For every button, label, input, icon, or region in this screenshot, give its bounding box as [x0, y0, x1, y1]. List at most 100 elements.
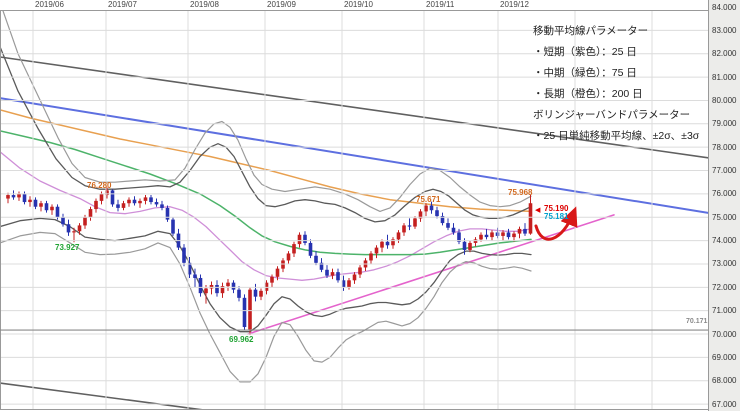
candle-up — [94, 200, 98, 210]
x-axis-label: 2019/10 — [344, 0, 373, 9]
overlay-bb_lower2 — [0, 217, 532, 333]
candle-up — [275, 268, 280, 277]
y-axis-price-scale: 84.000 83.000 82.000 81.000 80.000 79.000 78.0… — [708, 0, 740, 411]
candle-up — [143, 197, 148, 201]
y-axis-label: 82.000 — [712, 49, 737, 59]
candle-down — [308, 242, 313, 256]
y-axis-label: 75.000 — [712, 212, 737, 222]
candle-down — [440, 216, 445, 224]
candle-down — [237, 289, 241, 298]
plot-area[interactable] — [0, 2, 709, 411]
price-annotation: 76.280 — [87, 181, 112, 190]
trendline-resistance-upper-gray — [0, 56, 709, 159]
candle-down — [160, 204, 164, 208]
candle-down — [484, 234, 489, 238]
candle-down — [132, 199, 137, 204]
candle-up — [204, 288, 208, 294]
candle-up — [380, 241, 384, 248]
candle-up — [220, 286, 225, 294]
candle-up — [248, 289, 252, 330]
y-axis-label: 84.000 — [712, 2, 737, 12]
y-axis-label: 83.000 — [712, 25, 737, 35]
candle-down — [231, 282, 236, 290]
price-annotation: 73.927 — [55, 243, 80, 252]
candle-down — [336, 272, 340, 281]
candle-down — [303, 234, 307, 243]
legend-line-bb-title: ボリンジャーバンドパラメーター — [533, 109, 691, 121]
candle-up — [424, 205, 428, 212]
candle-down — [182, 247, 186, 263]
candle-down — [33, 199, 38, 207]
candle-up — [418, 211, 423, 219]
candle-down — [193, 274, 197, 278]
legend-line-bb-detail: ・25 日単純移動平均線、±2σ、±3σ — [533, 130, 700, 142]
x-axis-label: 2019/07 — [108, 0, 137, 9]
candle-down — [314, 255, 318, 263]
y-axis-label: 73.000 — [712, 259, 737, 269]
candle-up — [347, 280, 351, 288]
x-axis-label: 2019/06 — [35, 0, 64, 9]
candle-down — [446, 223, 450, 228]
candle-up — [352, 274, 357, 281]
candle-down — [385, 241, 390, 246]
candle-up — [374, 247, 379, 254]
candle-down — [198, 277, 203, 294]
candle-up — [28, 199, 32, 203]
y-axis-label: 67.000 — [712, 399, 737, 409]
candle-down — [165, 207, 170, 220]
candle-down — [407, 225, 412, 227]
candle-up — [479, 234, 483, 240]
candle-up — [127, 199, 131, 204]
candle-up — [17, 193, 21, 198]
candle-up — [413, 218, 417, 227]
candle-down — [116, 204, 120, 208]
legend-line-ma-title: 移動平均線パラメーター — [533, 25, 649, 37]
candle-up — [138, 200, 142, 204]
candle-up — [105, 190, 109, 196]
current-price-marker-icon: ◀ — [535, 207, 541, 214]
legend-line-ma-short: ・短期（紫色）：25 日 — [533, 46, 637, 58]
candle-up — [297, 234, 302, 245]
y-axis-label: 78.000 — [712, 142, 737, 152]
indicator-parameter-legend: 移動平均線パラメーター ・短期（紫色）：25 日 ・中期（緑色）：75 日 ・長… — [533, 21, 733, 147]
candle-down — [523, 228, 527, 234]
overlay-bb_upper3 — [2, 10, 532, 212]
y-axis-label: 80.000 — [712, 95, 737, 105]
candle-up — [72, 231, 76, 233]
y-axis-label: 72.000 — [712, 282, 737, 292]
overlay-ma25 — [0, 151, 532, 281]
candle-down — [154, 202, 159, 205]
candle-up — [330, 272, 335, 276]
candle-up — [501, 232, 505, 236]
candle-down — [435, 210, 439, 217]
y-axis-label: 70.000 — [712, 329, 737, 339]
candle-up — [286, 253, 291, 261]
candle-down — [451, 227, 456, 233]
candle-up — [391, 239, 395, 246]
price-annotation: 69.962 — [229, 335, 254, 344]
candle-up — [270, 276, 274, 283]
y-axis-label: 81.000 — [712, 72, 737, 82]
candle-down — [44, 203, 49, 211]
candle-up — [209, 284, 214, 289]
candle-down — [11, 195, 16, 198]
overlay-ma75 — [0, 130, 532, 256]
candle-up — [402, 225, 406, 233]
candle-up — [358, 267, 362, 275]
trendline-channel-lower-gray — [0, 382, 210, 410]
candle-down — [171, 219, 175, 234]
candle-up — [396, 232, 401, 240]
y-axis-label: 79.000 — [712, 119, 737, 129]
candle-up — [83, 217, 87, 226]
candle-up — [473, 239, 478, 243]
candle-up — [528, 203, 533, 234]
candle-up — [468, 242, 472, 250]
overlay-bb_lower3 — [0, 231, 532, 383]
candle-up — [77, 225, 82, 232]
candle-up — [264, 282, 269, 291]
x-axis-label: 2019/11 — [426, 0, 455, 9]
candle-down — [110, 190, 115, 205]
legend-line-ma-mid: ・中期（緑色）：75 日 — [533, 67, 637, 79]
